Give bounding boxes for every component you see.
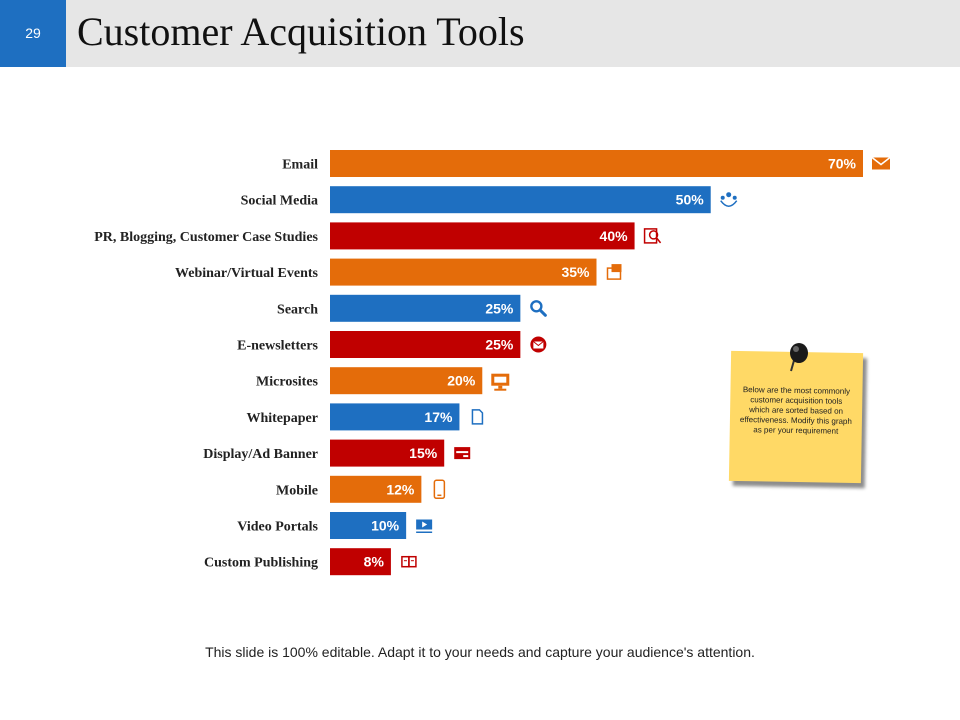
search-icon — [530, 300, 547, 317]
pushpin-icon — [790, 343, 808, 372]
category-label: Email — [282, 158, 318, 173]
bar — [330, 186, 711, 214]
book-icon — [401, 555, 417, 568]
page-title: Customer Acquisition Tools — [77, 9, 525, 54]
bar — [330, 258, 597, 286]
value-label: 15% — [409, 445, 438, 461]
monitor-icon — [491, 373, 510, 391]
value-label: 20% — [447, 373, 476, 389]
category-label: Custom Publishing — [204, 556, 318, 571]
hands-network-icon — [720, 192, 738, 207]
bar — [330, 294, 521, 322]
category-label: Mobile — [276, 483, 318, 498]
bar — [330, 367, 483, 395]
video-icon — [416, 519, 433, 533]
category-label: PR, Blogging, Customer Case Studies — [94, 230, 318, 245]
bar — [330, 150, 863, 177]
category-label: E-newsletters — [237, 339, 318, 354]
bars-group: Email 70% Social Media 50% PR, Blogging, Cus… — [94, 150, 891, 576]
category-label: Video Portals — [237, 520, 318, 535]
value-label: 10% — [371, 518, 400, 534]
value-label: 40% — [600, 228, 629, 244]
bar — [330, 475, 422, 503]
value-label: 70% — [828, 156, 857, 172]
mobile-phone-icon — [433, 479, 446, 500]
bar — [330, 439, 445, 467]
value-label: 25% — [485, 300, 514, 316]
footer-text: This slide is 100% editable. Adapt it to… — [205, 644, 755, 660]
bar — [330, 512, 407, 539]
category-label: Whitepaper — [246, 411, 318, 426]
slide-number: 29 — [0, 0, 66, 67]
document-icon — [471, 409, 484, 425]
magnifier-document-icon — [643, 228, 662, 244]
value-label: 17% — [424, 409, 453, 425]
value-label: 35% — [561, 264, 590, 280]
value-label: 12% — [386, 481, 415, 497]
header-bar: 29 Customer Acquisition Tools — [0, 0, 960, 67]
email-envelope-icon — [530, 336, 547, 353]
category-label: Display/Ad Banner — [203, 447, 318, 462]
category-label: Search — [277, 302, 318, 317]
category-label: Microsites — [256, 375, 318, 390]
bar — [330, 331, 521, 358]
value-label: 8% — [364, 554, 385, 570]
picture-icon — [606, 264, 622, 280]
bar — [330, 222, 635, 250]
bar — [330, 403, 460, 431]
envelope-icon — [871, 156, 891, 170]
bar — [330, 548, 391, 576]
sticky-note-text: Below are the most commonly customer acq… — [739, 385, 852, 436]
category-label: Webinar/Virtual Events — [175, 266, 319, 281]
value-label: 50% — [676, 192, 705, 208]
bar-chart: Email 70% Social Media 50% PR, Blogging, Cus… — [94, 150, 891, 576]
value-label: 25% — [485, 337, 514, 353]
ad-banner-icon — [454, 447, 471, 460]
category-label: Social Media — [241, 194, 318, 209]
